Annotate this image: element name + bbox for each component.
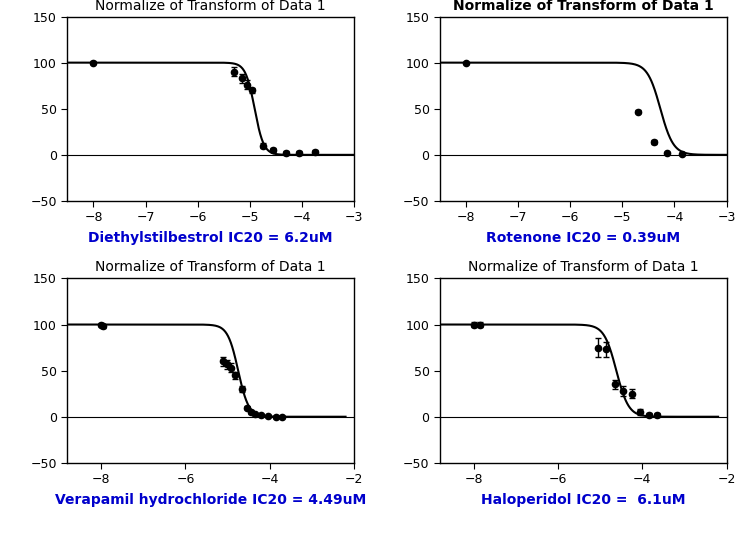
Text: Rotenone IC20 = 0.39uM: Rotenone IC20 = 0.39uM <box>486 231 680 245</box>
Title: Normalize of Transform of Data 1: Normalize of Transform of Data 1 <box>95 0 326 13</box>
Title: Normalize of Transform of Data 1: Normalize of Transform of Data 1 <box>468 261 699 274</box>
Text: Verapamil hydrochloride IC20 = 4.49uM: Verapamil hydrochloride IC20 = 4.49uM <box>55 493 366 507</box>
Text: Haloperidol IC20 =  6.1uM: Haloperidol IC20 = 6.1uM <box>481 493 685 507</box>
Title: Normalize of Transform of Data 1: Normalize of Transform of Data 1 <box>453 0 714 13</box>
Title: Normalize of Transform of Data 1: Normalize of Transform of Data 1 <box>95 261 326 274</box>
Text: Diethylstilbestrol IC20 = 6.2uM: Diethylstilbestrol IC20 = 6.2uM <box>88 231 333 245</box>
